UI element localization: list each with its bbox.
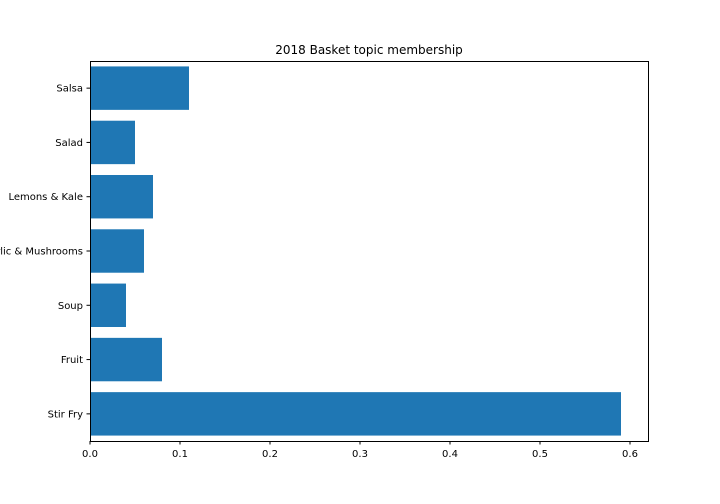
bar-fruit [90,337,162,382]
bar-soup [90,283,126,327]
y-tick-label-garlic-and-mushrooms: Garlic & Mushrooms [0,247,83,258]
x-axis-ticks: 0.0 0.1 0.2 0.3 0.4 0.5 0.6 [82,441,638,460]
x-tick-label: 0.1 [172,449,188,460]
y-tick-label-salsa: Salsa [56,84,83,95]
bars-group [90,66,621,436]
plot-area-frame [90,61,649,442]
y-axis-ticks: Stir Fry Fruit Soup Garlic & Mushrooms Lemon… [0,84,90,420]
y-tick-label-stir-fry: Stir Fry [48,409,83,420]
x-tick-label: 0.4 [442,449,458,460]
x-tick-label: 0.6 [622,449,638,460]
bar-garlic-and-mushrooms [90,229,144,273]
x-tick-label: 0.0 [82,449,98,460]
y-tick-label-lemons-and-kale: Lemons & Kale [8,192,83,203]
chart-title: 2018 Basket topic membership [275,43,463,57]
bar-salsa [90,66,189,110]
bar-lemons-and-kale [90,175,153,219]
y-tick-label-soup: Soup [58,301,83,312]
x-tick-label: 0.3 [352,449,368,460]
x-tick-label: 0.2 [262,449,278,460]
bar-stir-fry [90,392,621,436]
bar-salad [90,120,135,165]
y-tick-label-fruit: Fruit [61,355,83,366]
y-tick-label-salad: Salad [55,138,83,149]
x-tick-label: 0.5 [532,449,548,460]
